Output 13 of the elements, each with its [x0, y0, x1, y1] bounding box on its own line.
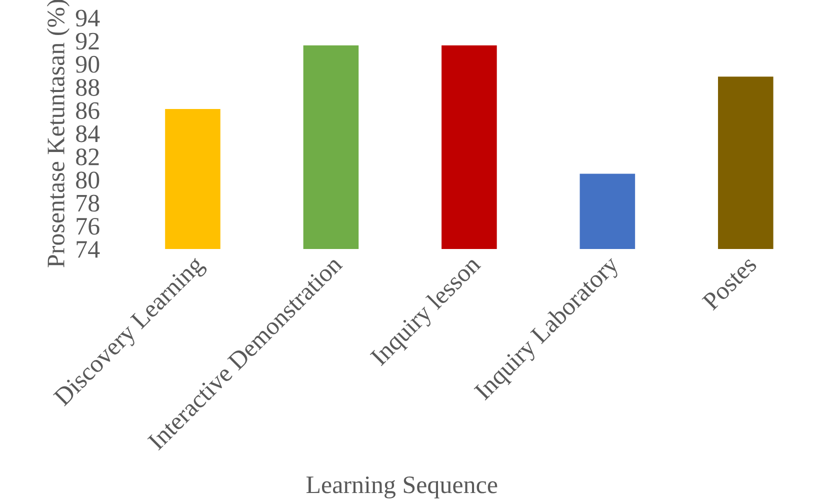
y-tick-label: 82: [76, 148, 99, 166]
y-tick-label: 88: [76, 79, 100, 96]
y-tick-label: 74: [76, 241, 100, 258]
y-tick-label: 78: [76, 194, 100, 212]
y-tick-label: 94: [76, 10, 100, 27]
y-axis-title: Prosentase Ketuntasan (%): [46, 0, 70, 268]
y-tick-label: 76: [76, 218, 100, 235]
y-tick-label: 92: [76, 32, 99, 50]
y-tick-label: 80: [76, 172, 100, 188]
x-axis-title: Learning Sequence: [306, 476, 498, 498]
y-tick-label: 84: [76, 125, 100, 142]
y-tick-label: 90: [76, 56, 100, 73]
y-tick-label: 86: [76, 102, 100, 120]
